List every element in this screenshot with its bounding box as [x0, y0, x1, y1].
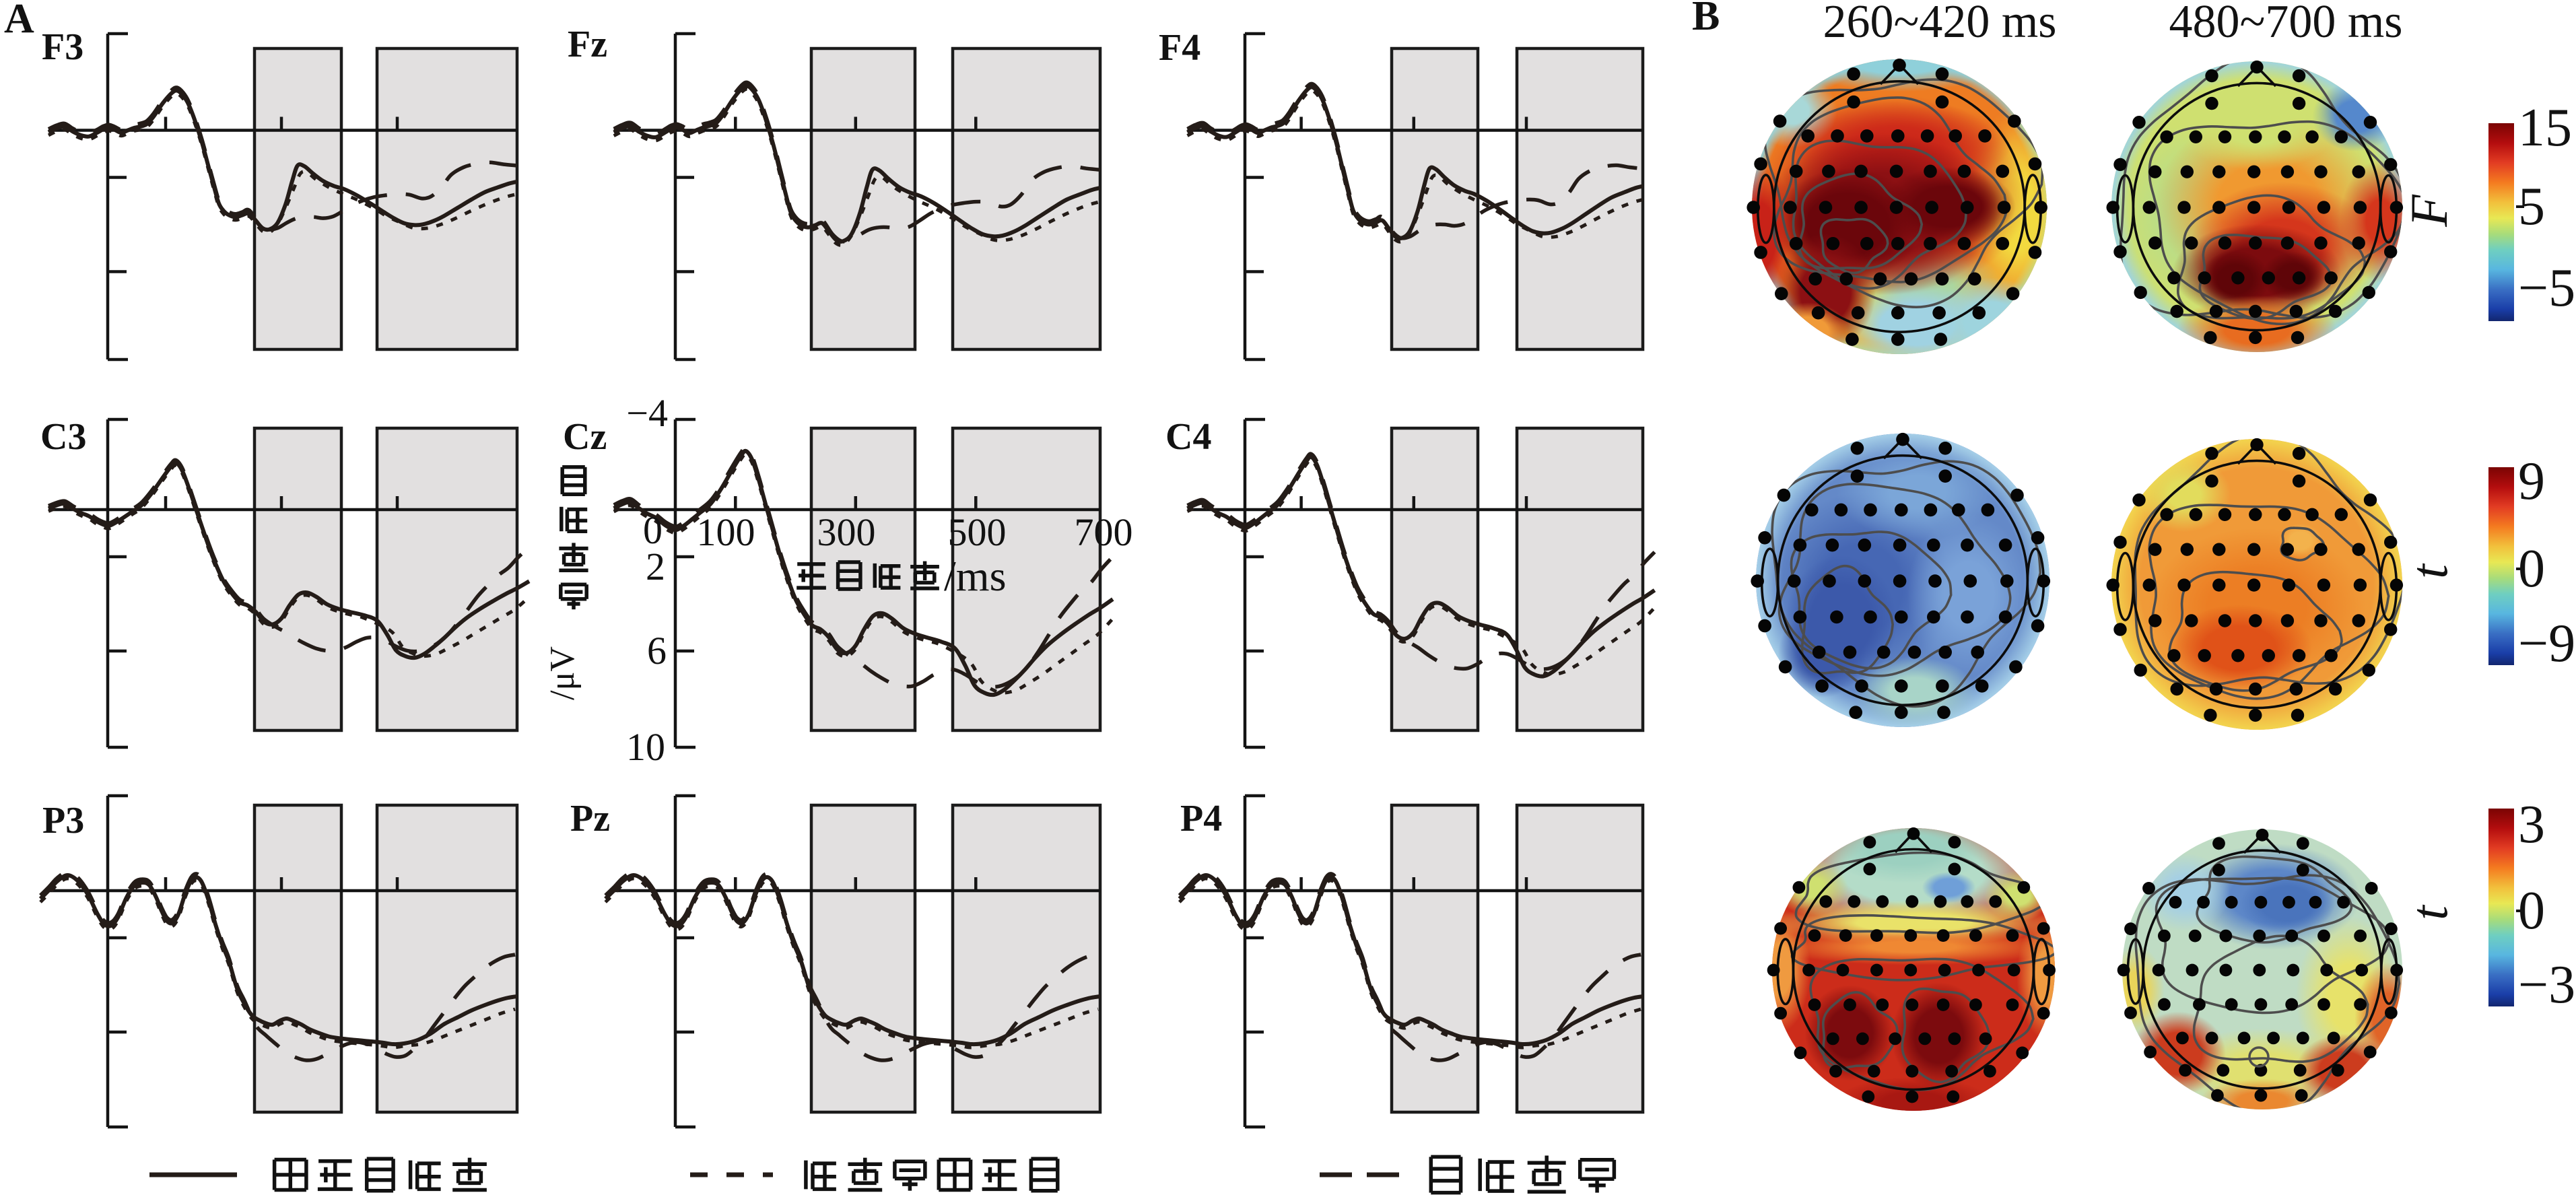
svg-text:−3: −3 [2518, 955, 2575, 1015]
svg-text:300: 300 [817, 510, 876, 554]
svg-text:−9: −9 [2518, 614, 2575, 673]
svg-text:480~700 ms: 480~700 ms [2169, 0, 2402, 48]
svg-text:B: B [1692, 0, 1720, 39]
svg-text:F4: F4 [1159, 27, 1200, 69]
svg-text:Cz: Cz [563, 416, 607, 458]
svg-text:500: 500 [948, 510, 1007, 554]
svg-text:C4: C4 [1165, 416, 1211, 458]
svg-text:P4: P4 [1180, 798, 1222, 840]
svg-text:9: 9 [2518, 452, 2545, 511]
svg-text:P3: P3 [42, 800, 84, 842]
svg-text:0: 0 [643, 508, 663, 552]
svg-text:2: 2 [646, 545, 665, 588]
svg-text:/μV: /μV [543, 646, 582, 700]
svg-text:6: 6 [647, 629, 667, 673]
svg-text:−5: −5 [2518, 259, 2575, 318]
svg-text:3: 3 [2518, 795, 2545, 854]
svg-text:700: 700 [1075, 510, 1133, 554]
svg-text:F3: F3 [42, 26, 83, 68]
svg-text:t: t [2400, 563, 2458, 579]
svg-text:100: 100 [697, 510, 755, 554]
svg-text:260~420 ms: 260~420 ms [1823, 0, 2056, 48]
svg-text:C3: C3 [40, 416, 86, 458]
svg-text:A: A [4, 0, 34, 42]
svg-text:15: 15 [2518, 98, 2572, 158]
svg-text:t: t [2400, 904, 2458, 920]
svg-text:−4: −4 [626, 391, 668, 435]
svg-text:F: F [2400, 194, 2458, 228]
svg-text:/ms: /ms [944, 552, 1006, 600]
svg-text:Pz: Pz [570, 798, 610, 840]
svg-text:Fz: Fz [568, 24, 607, 65]
svg-text:10: 10 [626, 725, 665, 769]
